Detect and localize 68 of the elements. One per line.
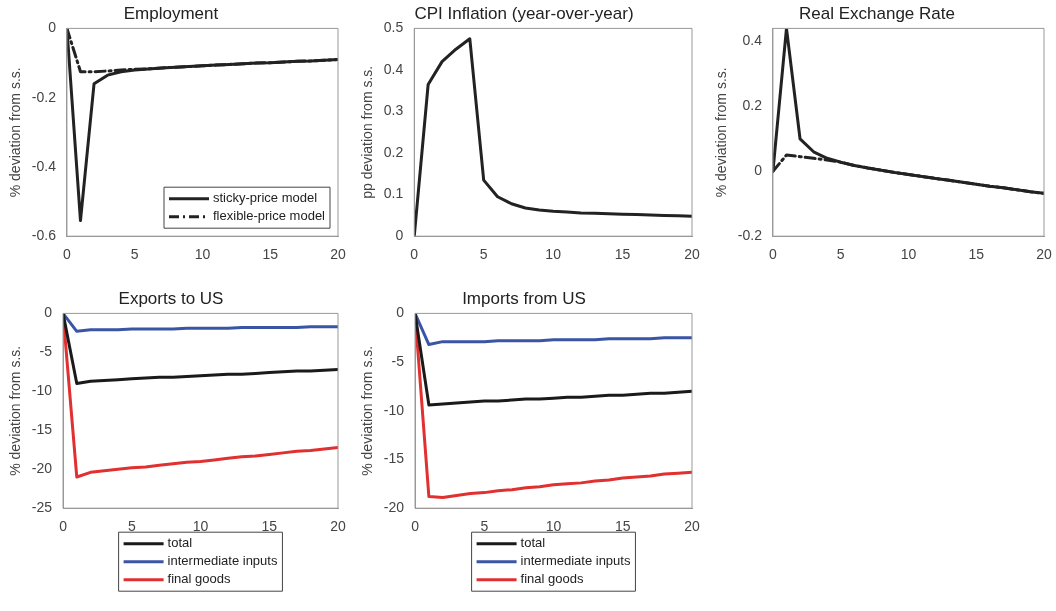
- y-axis-title: pp deviation from s.s.: [359, 65, 376, 199]
- y-tick-label: 0: [48, 19, 57, 36]
- y-tick-label: -0.6: [31, 227, 57, 244]
- y-tick-label: -15: [383, 450, 405, 467]
- y-axis-title: % deviation from s.s.: [7, 67, 24, 198]
- chart-title: Employment: [123, 3, 219, 23]
- chart-title: Real Exchange Rate: [799, 3, 955, 23]
- y-tick-label: 0.3: [383, 102, 404, 119]
- y-tick-label: -0.4: [31, 157, 57, 174]
- legend-label: final goods: [167, 571, 231, 587]
- y-tick-label: -5: [391, 352, 405, 369]
- legend-label: flexible-price model: [213, 208, 326, 224]
- y-tick-label: 0.1: [383, 185, 404, 202]
- legend-label: total: [520, 535, 546, 551]
- x-tick-label: 5: [127, 518, 136, 535]
- x-tick-label: 5: [836, 246, 845, 263]
- x-tick-label: 15: [262, 246, 279, 263]
- legend-label: intermediate inputs: [167, 553, 278, 569]
- y-tick-label: -25: [31, 499, 53, 516]
- y-tick-label: 0: [44, 304, 53, 321]
- x-tick-label: 10: [192, 518, 209, 535]
- x-tick-label: 15: [261, 518, 278, 535]
- x-tick-label: 0: [63, 246, 72, 263]
- y-tick-label: 0.4: [383, 60, 404, 77]
- x-tick-label: 0: [411, 518, 420, 535]
- y-tick-label: 0: [395, 227, 404, 244]
- y-tick-label: -5: [39, 343, 53, 360]
- y-axis-title: % deviation from s.s.: [713, 67, 730, 198]
- x-tick-label: 20: [684, 518, 700, 535]
- x-tick-label: 0: [410, 246, 419, 263]
- x-tick-label: 5: [479, 246, 488, 263]
- legend-label: sticky-price model: [213, 190, 318, 206]
- y-tick-label: 0: [396, 304, 405, 321]
- legend-label: final goods: [520, 571, 584, 587]
- x-tick-label: 15: [968, 246, 985, 263]
- y-axis-title: % deviation from s.s.: [359, 345, 376, 476]
- x-tick-label: 5: [480, 518, 489, 535]
- y-tick-label: 0.4: [742, 32, 763, 49]
- y-tick-label: -15: [31, 421, 53, 438]
- y-tick-label: -20: [31, 460, 53, 477]
- x-tick-label: 0: [769, 246, 778, 263]
- x-tick-label: 20: [1036, 246, 1052, 263]
- x-tick-label: 10: [900, 246, 917, 263]
- y-tick-label: 0.2: [742, 97, 763, 114]
- x-tick-label: 10: [545, 246, 562, 263]
- y-axis-title: % deviation from s.s.: [7, 345, 24, 476]
- y-tick-label: 0: [754, 162, 763, 179]
- x-tick-label: 20: [330, 246, 346, 263]
- y-tick-label: -10: [383, 401, 405, 418]
- y-tick-label: -10: [31, 382, 53, 399]
- legend-label: intermediate inputs: [520, 553, 631, 569]
- x-tick-label: 10: [194, 246, 211, 263]
- y-tick-label: 0.5: [383, 19, 404, 36]
- y-tick-label: -0.2: [737, 227, 763, 244]
- chart-title: CPI Inflation (year-over-year): [414, 3, 634, 23]
- y-tick-label: 0.2: [383, 143, 404, 160]
- x-tick-label: 0: [59, 518, 68, 535]
- x-tick-label: 10: [545, 518, 562, 535]
- y-tick-label: -0.2: [31, 88, 57, 105]
- chart-title: Imports from US: [462, 288, 586, 308]
- chart-title: Exports to US: [118, 288, 224, 308]
- x-tick-label: 20: [684, 246, 700, 263]
- x-tick-label: 15: [614, 518, 631, 535]
- x-tick-label: 15: [614, 246, 631, 263]
- x-tick-label: 5: [130, 246, 139, 263]
- legend-label: total: [167, 535, 193, 551]
- x-tick-label: 20: [330, 518, 346, 535]
- y-tick-label: -20: [383, 499, 405, 516]
